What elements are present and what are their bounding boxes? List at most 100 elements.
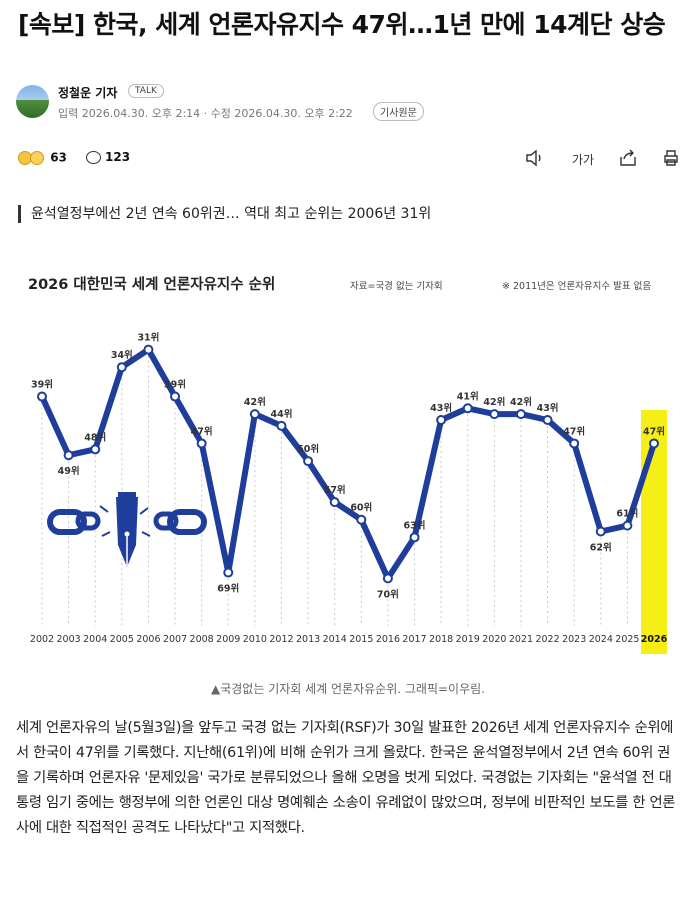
x-label-2004: 2004 [83,634,107,645]
point-2005 [116,362,127,373]
reporter-name[interactable]: 정철운 기자 [58,86,118,100]
x-label-2018: 2018 [429,634,453,645]
x-label-2005: 2005 [110,634,134,645]
point-2014 [329,497,340,508]
x-label-2024: 2024 [589,634,613,645]
point-2022 [542,415,553,425]
font-size-icon: 가가 [572,153,595,167]
x-label-2007: 2007 [163,634,187,645]
reaction-button[interactable]: 63 [16,150,67,166]
article-dates: 입력 2026.04.30. 오후 2:14 · 수정 2026.04.30. … [58,107,353,120]
chart-source: 자료=국경 없는 기자회 [350,280,443,292]
point-2007 [170,391,181,402]
point-2009 [223,567,234,578]
audio-button[interactable] [524,149,544,169]
ranking-line-chart: 2026 대한민국 세계 언론자유지수 순위 자료=국경 없는 기자회 ※ 20… [28,275,668,654]
value-label-2024: 62위 [590,541,612,553]
point-2018 [436,415,447,425]
point-2017 [409,532,420,543]
broken-chain-pen-icon [47,492,207,567]
x-label-2010: 2010 [243,634,267,645]
share-button[interactable] [618,149,638,169]
point-2019 [462,403,473,414]
value-label-2010: 42위 [244,396,266,408]
value-label-2006: 31위 [137,332,159,344]
article-subheading: 윤석열정부에선 2년 연속 60위권… 역대 최고 순위는 2006년 31위 [18,205,431,223]
x-label-2026: 2026 [641,634,668,645]
comment-button[interactable]: 123 [86,150,130,164]
x-label-2009: 2009 [216,634,240,645]
value-label-2007: 39위 [164,379,186,391]
value-label-2014: 57위 [324,484,346,496]
article-body: 세계 언론자유의 날(5월3일)을 앞두고 국경 없는 기자회(RSF)가 30… [16,720,676,836]
point-2002 [37,391,47,402]
article-headline: [속보] 한국, 세계 언론자유지수 47위…1년 만에 14계단 상승 [18,10,666,39]
value-label-2008: 47위 [191,425,213,437]
point-2010 [249,409,260,420]
action-bar: 63 123 가가 [16,148,680,174]
x-label-2013: 2013 [296,634,320,645]
point-2015 [356,514,367,525]
font-size-button[interactable]: 가가 [572,151,594,171]
value-label-2016: 70위 [377,588,399,600]
value-label-2026: 47위 [643,425,665,437]
speaker-icon [526,149,541,167]
ranking-chart: 2026 대한민국 세계 언론자유지수 순위 자료=국경 없는 기자회 ※ 20… [20,264,676,656]
value-label-2002: 39위 [31,379,53,391]
emoji-reaction-icon [16,150,46,166]
point-2023 [569,438,580,449]
chart-title: 2026 대한민국 세계 언론자유지수 순위 [28,275,275,293]
value-label-2018: 43위 [430,402,452,414]
byline: 정철운 기자 TALK 입력 2026.04.30. 오후 2:14 · 수정 … [16,84,676,121]
original-article-button[interactable]: 기사원문 [373,102,424,121]
point-2025 [622,520,633,531]
x-label-2023: 2023 [562,634,586,645]
x-label-2014: 2014 [323,634,347,645]
x-label-2008: 2008 [190,634,214,645]
x-label-2022: 2022 [535,634,559,645]
point-2020 [489,409,500,420]
x-label-2006: 2006 [136,634,160,645]
value-label-2021: 42위 [510,396,532,408]
x-label-2016: 2016 [376,634,400,645]
value-label-2009: 69위 [217,583,239,595]
point-2016 [382,573,393,584]
value-label-2020: 42위 [483,396,505,408]
point-2024 [595,526,606,537]
value-label-2015: 60위 [350,502,372,514]
value-label-2025: 61위 [616,508,638,520]
chart-caption: ▲국경없는 기자회 세계 언론자유순위. 그래픽=이우림. [210,682,485,696]
ranking-series-line [39,346,657,582]
value-label-2004: 48위 [84,431,106,443]
value-label-2013: 50위 [297,443,319,455]
value-label-2012: 44위 [270,408,292,420]
comment-bubble-icon [86,151,101,164]
point-2013 [303,456,314,467]
x-label-2019: 2019 [456,634,480,645]
value-label-2022: 43위 [537,402,559,414]
point-2006 [143,344,154,355]
reporter-avatar[interactable] [16,85,49,118]
chart-points [37,344,659,584]
value-label-2005: 34위 [111,349,133,361]
point-2021 [515,409,526,420]
point-2003 [63,450,74,461]
x-label-2003: 2003 [57,634,81,645]
point-2026 [649,438,659,449]
value-label-2019: 41위 [457,390,479,402]
comment-count: 123 [105,150,131,164]
x-label-2017: 2017 [402,634,426,645]
x-label-2021: 2021 [509,634,533,645]
x-label-2025: 2025 [615,634,639,645]
talk-button[interactable]: TALK [128,84,164,98]
point-2004 [90,444,101,455]
chart-x-labels: 2002 2003 2004 2005 2006 2007 2008 2009 2010 2012… [30,634,668,645]
print-button[interactable] [662,149,680,169]
point-2008 [196,438,207,449]
chart-gridlines [41,355,655,626]
x-label-2002: 2002 [30,634,54,645]
value-label-2003: 49위 [58,465,80,477]
reaction-count: 63 [50,150,67,165]
x-label-2012: 2012 [269,634,293,645]
point-2012 [276,420,287,431]
